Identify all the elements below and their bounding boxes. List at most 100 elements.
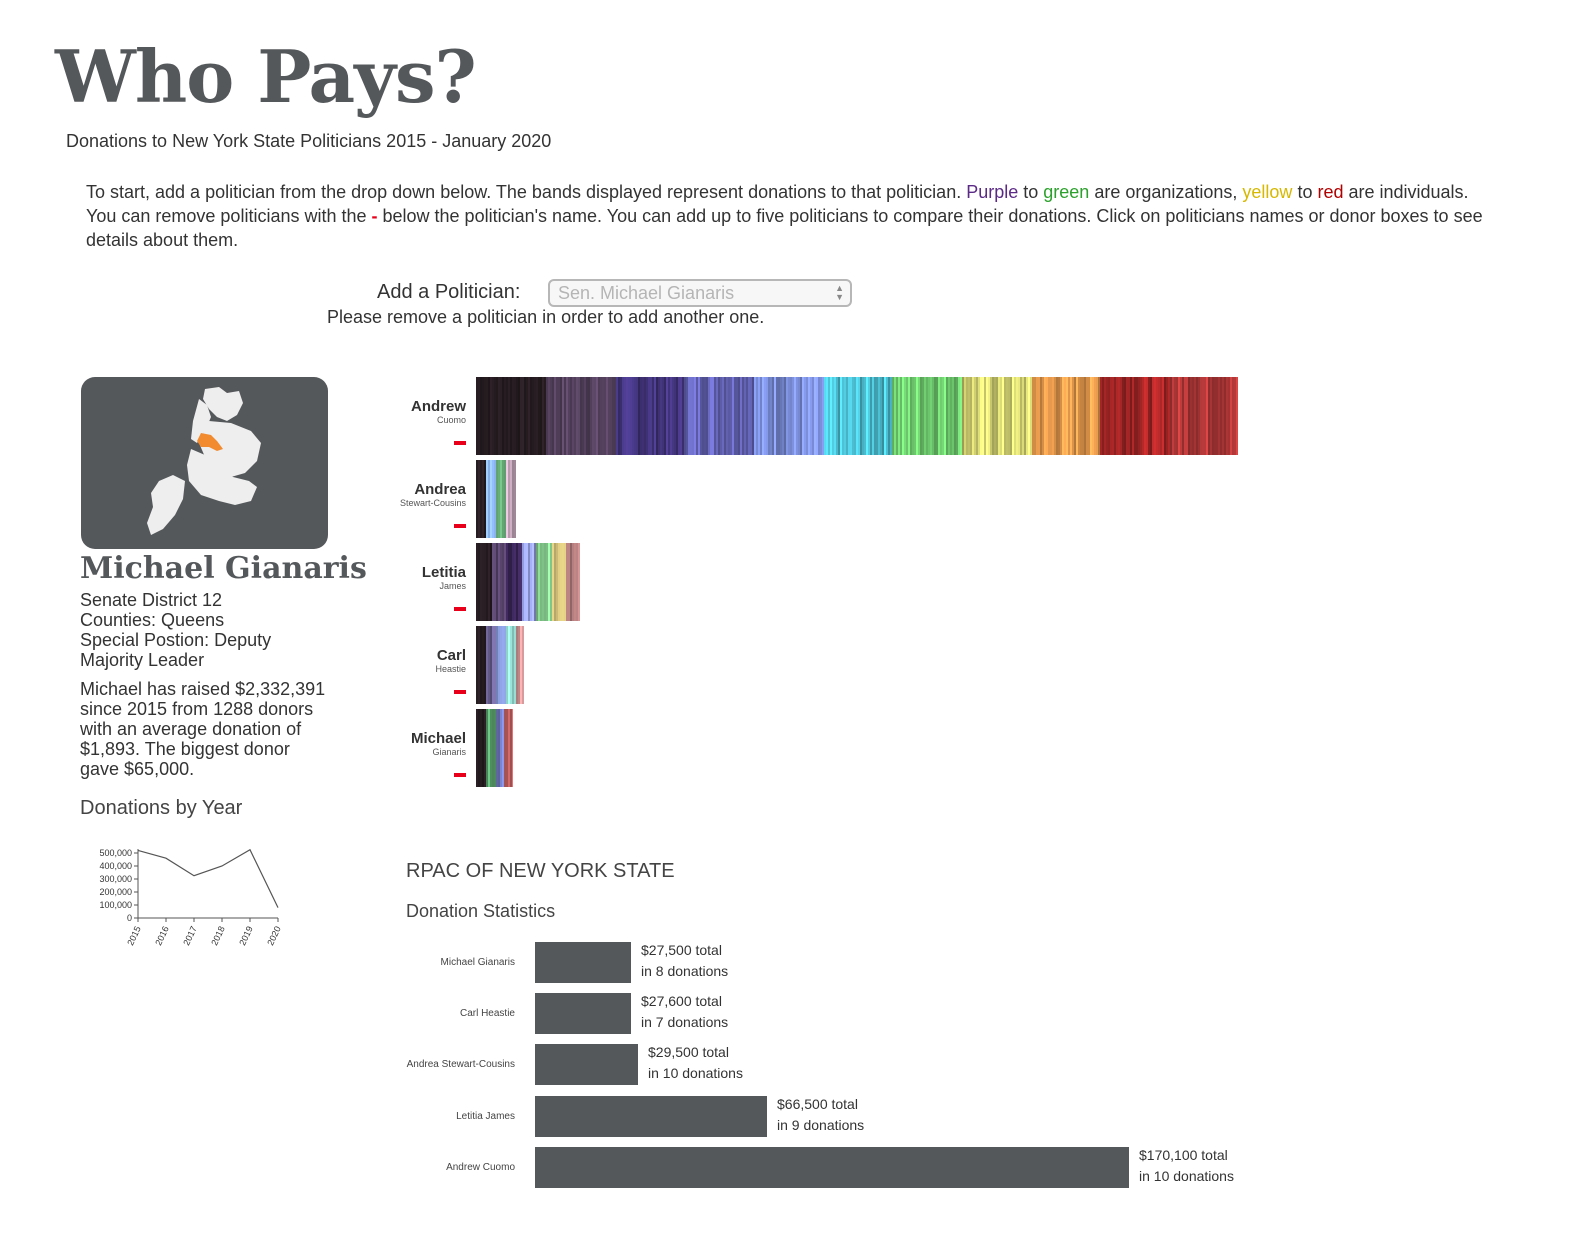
- donation-band[interactable]: [526, 543, 528, 621]
- donation-band[interactable]: [504, 709, 506, 787]
- donation-band[interactable]: [508, 377, 510, 455]
- donation-band[interactable]: [646, 377, 648, 455]
- donation-band[interactable]: [894, 377, 896, 455]
- donation-band[interactable]: [480, 460, 482, 538]
- donation-band[interactable]: [1206, 377, 1208, 455]
- donation-band[interactable]: [682, 377, 684, 455]
- donation-band[interactable]: [536, 543, 538, 621]
- donation-band[interactable]: [570, 543, 572, 621]
- donation-band[interactable]: [592, 377, 594, 455]
- donation-band[interactable]: [696, 377, 698, 455]
- donation-band[interactable]: [602, 377, 604, 455]
- donation-band[interactable]: [736, 377, 738, 455]
- donation-band[interactable]: [1208, 377, 1210, 455]
- donation-band[interactable]: [524, 543, 526, 621]
- donation-band[interactable]: [520, 626, 522, 704]
- donation-band[interactable]: [1150, 377, 1152, 455]
- donation-band[interactable]: [1078, 377, 1080, 455]
- donation-band[interactable]: [776, 377, 778, 455]
- donation-band[interactable]: [824, 377, 826, 455]
- donation-band[interactable]: [1156, 377, 1158, 455]
- donation-band[interactable]: [478, 377, 480, 455]
- donation-band[interactable]: [516, 543, 518, 621]
- donation-band[interactable]: [746, 377, 748, 455]
- donation-band[interactable]: [668, 377, 670, 455]
- donation-band[interactable]: [498, 377, 500, 455]
- donation-band[interactable]: [510, 460, 512, 538]
- donation-band[interactable]: [932, 377, 934, 455]
- donation-band[interactable]: [490, 626, 492, 704]
- donation-band[interactable]: [886, 377, 888, 455]
- donation-band[interactable]: [664, 377, 666, 455]
- donation-band[interactable]: [816, 377, 818, 455]
- donation-band[interactable]: [510, 709, 512, 787]
- donation-band[interactable]: [552, 377, 554, 455]
- donation-band[interactable]: [990, 377, 992, 455]
- donation-band[interactable]: [550, 543, 552, 621]
- donation-band[interactable]: [512, 460, 514, 538]
- donation-band[interactable]: [838, 377, 840, 455]
- donation-band[interactable]: [852, 377, 854, 455]
- donation-band[interactable]: [508, 460, 510, 538]
- donation-band[interactable]: [572, 377, 574, 455]
- donation-band[interactable]: [698, 377, 700, 455]
- donation-band[interactable]: [820, 377, 822, 455]
- donation-band[interactable]: [1098, 377, 1100, 455]
- donation-band[interactable]: [1212, 377, 1214, 455]
- donation-band[interactable]: [1122, 377, 1124, 455]
- donation-band[interactable]: [496, 543, 498, 621]
- donation-band[interactable]: [1232, 377, 1234, 455]
- donation-band[interactable]: [686, 377, 688, 455]
- donation-band[interactable]: [554, 377, 556, 455]
- donation-band[interactable]: [596, 377, 598, 455]
- donation-band[interactable]: [692, 377, 694, 455]
- donation-band[interactable]: [488, 460, 490, 538]
- donation-band[interactable]: [1074, 377, 1076, 455]
- donation-band[interactable]: [492, 460, 494, 538]
- donation-band[interactable]: [588, 377, 590, 455]
- donation-band[interactable]: [478, 543, 480, 621]
- donation-band[interactable]: [480, 543, 482, 621]
- donation-band[interactable]: [1050, 377, 1052, 455]
- donation-band[interactable]: [1092, 377, 1094, 455]
- donation-band[interactable]: [558, 377, 560, 455]
- donation-band[interactable]: [562, 543, 564, 621]
- donation-band[interactable]: [498, 709, 500, 787]
- donation-band[interactable]: [892, 377, 894, 455]
- donation-band[interactable]: [866, 377, 868, 455]
- donation-band[interactable]: [792, 377, 794, 455]
- donation-band[interactable]: [618, 377, 620, 455]
- remove-politician-button[interactable]: [454, 773, 466, 777]
- politician-label-james[interactable]: Letitia James: [422, 565, 466, 592]
- donation-band[interactable]: [738, 377, 740, 455]
- donation-band[interactable]: [872, 377, 874, 455]
- donation-band[interactable]: [496, 377, 498, 455]
- donation-band[interactable]: [1060, 377, 1062, 455]
- donation-band[interactable]: [1126, 377, 1128, 455]
- donation-band[interactable]: [730, 377, 732, 455]
- donation-band[interactable]: [1140, 377, 1142, 455]
- donation-band[interactable]: [488, 543, 490, 621]
- donation-band[interactable]: [524, 377, 526, 455]
- donation-band[interactable]: [900, 377, 902, 455]
- donation-band[interactable]: [704, 377, 706, 455]
- donation-band[interactable]: [548, 543, 550, 621]
- donation-band[interactable]: [494, 460, 496, 538]
- donation-band[interactable]: [508, 543, 510, 621]
- donation-band[interactable]: [674, 377, 676, 455]
- donation-band[interactable]: [536, 377, 538, 455]
- donation-band[interactable]: [506, 709, 508, 787]
- donation-band[interactable]: [542, 377, 544, 455]
- donation-band[interactable]: [546, 377, 548, 455]
- donation-band[interactable]: [568, 543, 570, 621]
- donation-band[interactable]: [560, 377, 562, 455]
- donation-band[interactable]: [544, 543, 546, 621]
- donation-band[interactable]: [702, 377, 704, 455]
- donation-band[interactable]: [514, 626, 516, 704]
- donation-band[interactable]: [1104, 377, 1106, 455]
- donation-band[interactable]: [488, 709, 490, 787]
- donation-bands[interactable]: [476, 377, 1238, 455]
- donation-band[interactable]: [530, 543, 532, 621]
- donation-band[interactable]: [1124, 377, 1126, 455]
- donation-band[interactable]: [478, 460, 480, 538]
